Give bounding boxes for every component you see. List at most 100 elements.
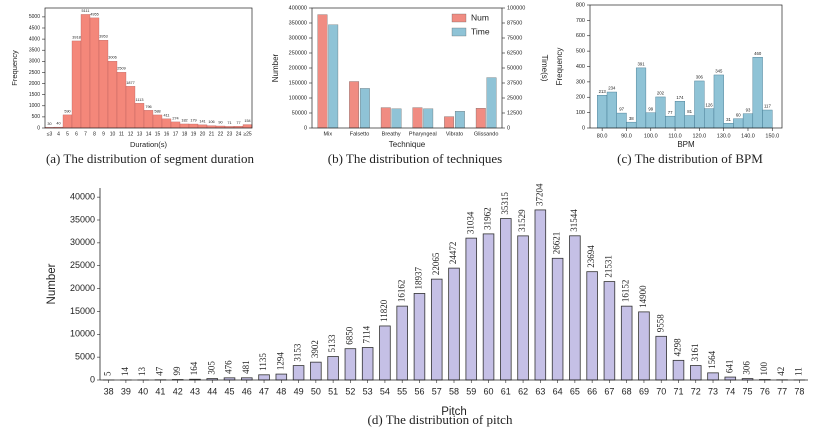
y2-tick-label: 75000 (507, 35, 522, 41)
x-tick-label: 45 (225, 386, 235, 396)
x-tick-label: 60 (484, 386, 494, 396)
value-label: 126 (706, 102, 714, 107)
y-tick-label: 400 (576, 64, 585, 70)
value-label: 796 (145, 105, 151, 109)
plot-frame (44, 7, 253, 129)
bar (327, 356, 339, 381)
x-tick-label: 61 (501, 386, 511, 396)
y-tick-label: 300 (576, 79, 585, 85)
value-label: 476 (224, 360, 234, 374)
x-tick-label: 150.0 (765, 133, 779, 139)
x-tick-label: 53 (363, 386, 373, 396)
value-label: 202 (657, 91, 665, 96)
value-label: 47 (155, 366, 165, 376)
x-tick-label: 14 (146, 131, 152, 137)
y-tick-label: 25000 (70, 260, 95, 270)
x-tick-label: 13 (137, 131, 143, 137)
x-tick-label: 76 (760, 386, 770, 396)
value-label: 4298 (673, 338, 683, 357)
value-label: 117 (764, 104, 771, 109)
value-label: 306 (696, 75, 704, 80)
bar (684, 115, 695, 129)
x-tick-label: 80.0 (597, 133, 608, 139)
bar (606, 91, 617, 129)
bar (275, 373, 288, 381)
y2-tick-label: 62500 (507, 50, 522, 56)
value-label: 37204 (534, 183, 544, 206)
bar (486, 77, 497, 129)
value-label: 77 (668, 110, 673, 115)
bar (444, 116, 455, 129)
y2-tick-label: 0 (507, 125, 510, 131)
bar (690, 365, 702, 381)
bar (423, 108, 434, 129)
value-label: 9558 (655, 314, 665, 333)
value-label: 81 (687, 109, 692, 114)
bar (125, 86, 136, 129)
x-tick-label: 9 (102, 131, 105, 137)
value-label: 6850 (344, 326, 354, 345)
bar (188, 123, 199, 129)
y2-tick-label: 100000 (507, 5, 525, 11)
bar (310, 361, 322, 381)
x-axis-label: Pitch (441, 406, 467, 418)
x-tick-label: 69 (639, 386, 649, 396)
bar (396, 305, 408, 381)
x-tick-label: 65 (570, 386, 580, 396)
x-tick-label: ≤3 (47, 131, 53, 137)
bar (465, 237, 478, 381)
bar (344, 348, 357, 381)
x-tick-label: 77 (777, 386, 787, 396)
x-axis-label: BPM (677, 140, 695, 149)
y-tick-label: 500 (576, 49, 585, 55)
x-tick-label: 11 (119, 131, 124, 137)
x-tick-label: 67 (604, 386, 614, 396)
bar (655, 96, 666, 129)
x-tick-label: 57 (432, 386, 442, 396)
value-label: 31529 (517, 209, 527, 232)
y2-tick-label: 87500 (507, 20, 522, 26)
bar (359, 88, 370, 129)
value-label: 71 (227, 121, 231, 125)
y-tick-label: 30000 (70, 237, 95, 247)
y-tick-label: 4000 (29, 36, 40, 42)
value-label: 77 (236, 121, 240, 125)
bar (328, 24, 339, 129)
value-label: 23694 (586, 245, 596, 268)
y-tick-label: 150000 (289, 80, 307, 86)
bar (430, 278, 443, 381)
bar (655, 335, 667, 381)
value-label: 14 (120, 366, 130, 376)
value-label: 11820 (379, 299, 389, 322)
x-tick-label: 78 (794, 386, 804, 396)
x-tick-label: 16 (164, 131, 170, 137)
value-label: 1113 (136, 98, 144, 102)
y-tick-label: 40000 (70, 192, 95, 202)
y-tick-label: 3000 (29, 59, 40, 65)
x-tick-label: 62 (518, 386, 528, 396)
value-label: 213 (599, 89, 607, 94)
x-tick-label: 43 (190, 386, 200, 396)
y-tick-label: 700 (576, 18, 585, 24)
y-tick-label: 1000 (29, 103, 40, 109)
y-tick-label: 350000 (289, 20, 307, 26)
y2-axis-label: Time(s) (540, 55, 549, 82)
bar (635, 67, 647, 129)
bar (116, 72, 127, 129)
x-tick-label: 39 (121, 386, 131, 396)
value-label: 11 (793, 367, 803, 376)
x-tick-label: 19 (191, 131, 197, 137)
value-label: 164 (189, 361, 199, 375)
bar (134, 103, 145, 129)
bar (143, 110, 154, 129)
value-label: 1564 (707, 350, 717, 369)
bar (258, 374, 270, 381)
bar (707, 372, 719, 381)
y-tick-label: 5000 (29, 14, 40, 20)
y-tick-label: 50000 (292, 110, 307, 116)
bar (317, 14, 328, 129)
bar (713, 74, 724, 129)
bar (349, 81, 360, 129)
y-tick-label: 5000 (75, 352, 95, 362)
value-label: 16152 (621, 280, 631, 303)
